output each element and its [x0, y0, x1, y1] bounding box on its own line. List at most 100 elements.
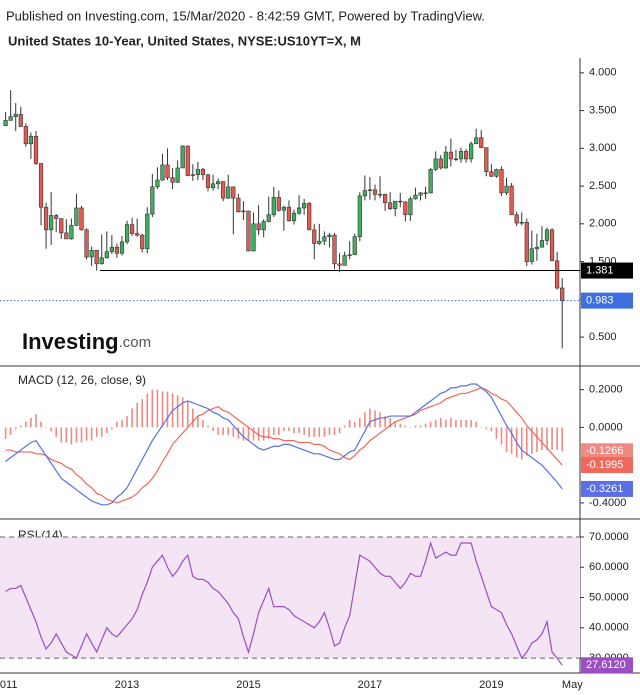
candle-body	[43, 206, 49, 231]
support-label: 1.381	[586, 264, 614, 276]
macd-histogram-bar	[232, 427, 235, 437]
macd-histogram-bar	[298, 427, 300, 434]
macd-histogram-bar	[85, 427, 88, 441]
candle-body	[256, 223, 261, 231]
candle-body	[458, 151, 464, 160]
y-tick-label: 4.000	[589, 67, 617, 79]
macd-histogram-bar	[404, 425, 407, 428]
candle-body	[352, 236, 357, 256]
candle-body	[261, 221, 266, 231]
macd-histogram-bar	[303, 427, 305, 435]
indicator-line	[5, 387, 563, 504]
macd-histogram-bar	[65, 427, 68, 443]
macd-histogram-bar	[192, 408, 194, 428]
candle-body	[271, 197, 276, 216]
candle-body	[494, 169, 499, 177]
macd-histogram-bar	[450, 417, 452, 428]
macd-histogram-bar	[4, 427, 7, 439]
candle-body	[519, 222, 524, 224]
panel-title: United States 10-Year, United States, NY…	[8, 33, 361, 48]
macd-histogram-bar	[283, 427, 285, 432]
macd-histogram-bar	[60, 427, 63, 443]
macd-histogram-bar	[520, 427, 523, 460]
macd-histogram-bar	[485, 427, 488, 430]
candle-body	[549, 229, 555, 262]
candle-body	[99, 257, 104, 265]
macd-histogram-bar	[455, 419, 457, 428]
candle-body	[246, 210, 251, 252]
candle-body	[291, 212, 297, 222]
candle-body	[342, 255, 347, 266]
macd-histogram-bar	[460, 419, 462, 428]
panel-title: MACD (12, 26, close, 9)	[18, 373, 146, 387]
candle-body	[38, 163, 44, 208]
y-tick-label: 70.0000	[589, 531, 629, 543]
macd-histogram-bar	[121, 419, 123, 428]
y-tick-label: 40.0000	[589, 622, 629, 634]
candle-body	[216, 181, 221, 185]
candle-body	[226, 186, 231, 199]
last-value-label: -0.3261	[586, 483, 623, 495]
macd-histogram-bar	[70, 427, 73, 445]
macd-histogram-bar	[207, 425, 209, 428]
y-tick-label: 60.0000	[589, 561, 629, 573]
macd-histogram-bar	[166, 391, 169, 428]
candle-body	[130, 224, 135, 234]
candle-body	[514, 214, 519, 224]
candle-body	[236, 197, 241, 213]
y-tick-label: 0.2000	[589, 384, 623, 396]
macd-histogram-bar	[505, 427, 508, 452]
x-tick-label: 2019	[479, 679, 503, 691]
candle-body	[408, 198, 413, 216]
macd-histogram-bar	[212, 427, 214, 432]
macd-histogram-bar	[106, 427, 108, 434]
macd-histogram-bar	[156, 389, 159, 428]
candle-body	[251, 223, 256, 252]
macd-histogram-bar	[490, 427, 493, 432]
candle-body	[443, 151, 448, 169]
candle-body	[185, 145, 190, 176]
candle-body	[276, 197, 281, 211]
last-value-label-box	[581, 657, 633, 674]
logo-text: Investing.com	[22, 329, 151, 354]
candle-body	[89, 249, 94, 258]
candle-body	[33, 135, 39, 164]
candle-body	[448, 151, 453, 160]
macd-histogram-bar	[45, 427, 47, 428]
macd-histogram-bar	[40, 421, 42, 428]
candle-body	[84, 229, 89, 258]
macd-histogram-bar	[131, 408, 133, 428]
candle-body	[8, 116, 13, 121]
candle-body	[433, 158, 438, 170]
candle-body	[357, 195, 362, 237]
macd-histogram-bar	[55, 427, 57, 437]
macd-histogram-bar	[95, 427, 98, 437]
last-value-label-box	[581, 480, 633, 497]
candle-body	[524, 222, 529, 262]
macd-histogram-bar	[525, 427, 528, 456]
macd-histogram-bar	[30, 417, 32, 428]
y-tick-label: 0.0000	[589, 421, 623, 433]
macd-histogram-bar	[374, 410, 376, 428]
macd-histogram-bar	[439, 417, 442, 428]
candle-body	[23, 126, 28, 145]
macd-histogram-bar	[470, 419, 472, 428]
macd-histogram-bar	[222, 427, 224, 435]
macd-histogram-bar	[14, 427, 17, 430]
macd-histogram-bar	[409, 427, 412, 428]
macd-histogram-bar	[541, 427, 543, 451]
candle-body	[296, 207, 302, 214]
macd-histogram-bar	[328, 427, 331, 435]
last-value-label: 27.6120	[586, 659, 626, 671]
macd-histogram-bar	[419, 425, 422, 428]
candle-body	[210, 183, 216, 188]
candle-body	[195, 169, 200, 176]
macd-histogram-bar	[181, 397, 184, 428]
candle-body	[469, 143, 474, 160]
macd-histogram-bar	[217, 427, 219, 435]
candle-body	[124, 224, 130, 243]
logo: Investing.com	[22, 329, 151, 354]
y-tick-label: 3.000	[589, 142, 617, 154]
macd-histogram-bar	[186, 400, 189, 428]
